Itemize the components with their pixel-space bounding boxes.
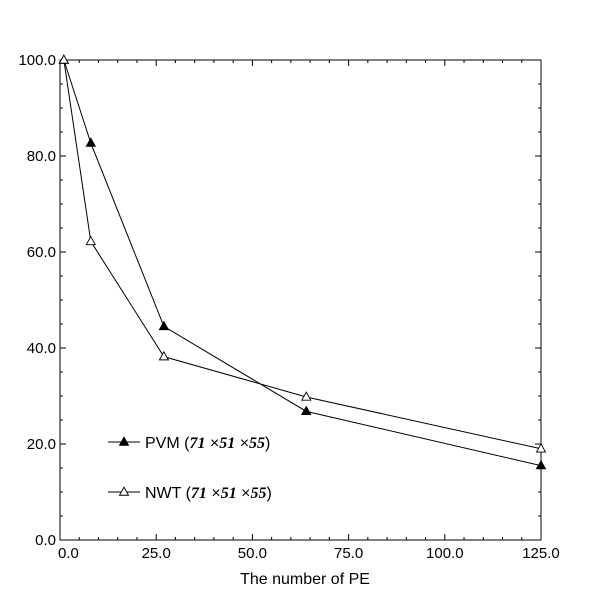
x-axis-title: The number of PE [240, 571, 370, 588]
legend: PVM (71 ×51 ×55)NWT (71 ×51 ×55) [108, 435, 272, 502]
data-point [535, 443, 547, 453]
y-tick-label: 60.0 [27, 244, 56, 261]
series-markers [58, 54, 547, 470]
series-lines [63, 59, 542, 467]
y-tick-label: 100.0 [18, 52, 56, 69]
axis-ticks: 0.0 20.0 40.0 60.0 80.0 100.0 0.0 25.0 50.0 75.0 1… [18, 52, 559, 562]
legend-times: × [207, 485, 221, 502]
legend-dim: 51 [221, 485, 237, 502]
y-tick-label: 80.0 [27, 148, 56, 165]
x-tick-label: 0.0 [58, 545, 79, 562]
y-tick-label: 40.0 [27, 340, 56, 357]
x-tick-label: 50.0 [238, 545, 267, 562]
series-line-1 [63, 59, 542, 467]
data-point [85, 235, 97, 246]
x-tick-label: 25.0 [142, 545, 171, 562]
legend-label: NWT (71 ×51 ×55) [145, 485, 272, 502]
legend-suffix: ) [267, 485, 272, 502]
x-tick-label: 125.0 [522, 545, 560, 562]
legend-dim: 55 [251, 485, 267, 502]
legend-suffix: ) [265, 435, 270, 452]
legend-label: PVM (71 ×51 ×55) [145, 435, 270, 452]
data-point [85, 137, 97, 147]
y-tick-label: 0.0 [35, 532, 56, 549]
data-point [58, 54, 70, 64]
x-tick-label: 75.0 [334, 545, 363, 562]
legend-times: × [235, 435, 249, 452]
data-point [301, 391, 312, 401]
data-point [535, 459, 547, 470]
data-point [158, 350, 170, 361]
legend-dim: 55 [249, 435, 265, 452]
legend-times: × [237, 485, 251, 502]
data-point [158, 320, 170, 331]
legend-dim: 51 [219, 435, 235, 452]
legend-dim: 71 [189, 435, 205, 452]
legend-times: × [205, 435, 219, 452]
legend-marker [118, 436, 130, 446]
legend-prefix: PVM ( [145, 435, 190, 452]
data-point [301, 405, 312, 416]
plot-frame [59, 59, 542, 541]
legend-prefix: NWT ( [145, 485, 192, 502]
legend-marker [118, 486, 130, 496]
x-tick-label: 100.0 [426, 545, 464, 562]
legend-dim: 71 [191, 485, 207, 502]
y-tick-label: 20.0 [27, 436, 56, 453]
